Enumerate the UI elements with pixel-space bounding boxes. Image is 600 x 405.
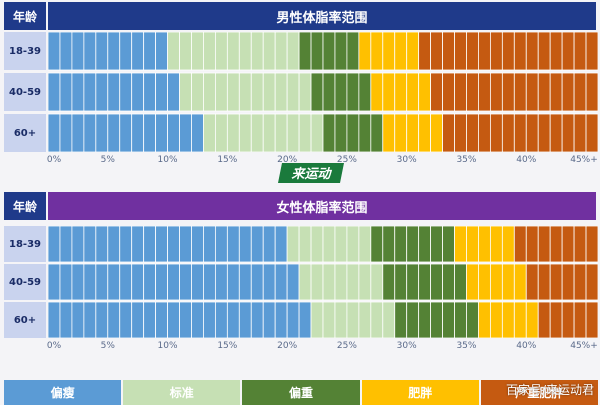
female-row-label-18-39: 18-39 xyxy=(4,226,46,262)
legend: 偏瘦 标准 偏重 肥胖 严重肥胖 xyxy=(4,380,599,405)
female-x-axis: 0% 5% 10% 15% 20% 25% 30% 35% 40% 45%+ xyxy=(46,341,598,353)
female-x-tick-label: 10% xyxy=(157,341,178,351)
female-x-tick-label: 20% xyxy=(277,341,298,351)
female-x-tick-label: 25% xyxy=(336,341,357,351)
male-header-row: 年龄 男性体脂率范围 xyxy=(4,2,598,30)
male-chart: 年龄 男性体脂率范围 18-39 40-59 60+ 0% 5% 10% 15% 20%… xyxy=(4,2,598,167)
legend-item-severely-obese: 严重肥胖 xyxy=(480,380,599,405)
female-x-tick-label: 45%+ xyxy=(570,341,598,351)
male-x-tick-label: 25% xyxy=(336,155,357,165)
male-plot-area xyxy=(48,32,598,152)
male-x-axis: 0% 5% 10% 15% 20% 25% 30% 35% 40% 45%+ xyxy=(46,155,598,167)
male-x-tick-label: 0% xyxy=(46,155,62,165)
male-chart-title: 男性体脂率范围 xyxy=(48,2,596,30)
male-x-tick-label: 5% xyxy=(100,155,115,165)
male-row-label-60plus: 60+ xyxy=(4,114,46,152)
legend-item-normal: 标准 xyxy=(123,380,241,405)
male-x-tick-label: 10% xyxy=(157,155,178,165)
female-x-tick-label: 35% xyxy=(456,341,477,351)
female-chart-title: 女性体脂率范围 xyxy=(48,192,596,220)
female-x-tick-label: 15% xyxy=(217,341,238,351)
legend-item-obese: 肥胖 xyxy=(361,380,479,405)
female-chart: 年龄 女性体脂率范围 18-39 40-59 60+ 0% 5% 10% 15% 20%… xyxy=(4,192,598,357)
legend-item-underweight: 偏瘦 xyxy=(4,380,122,405)
male-x-tick-label: 30% xyxy=(396,155,417,165)
svg-text:来运动: 来运动 xyxy=(291,166,332,182)
female-row-label-60plus: 60+ xyxy=(4,302,46,338)
male-x-tick-label: 40% xyxy=(516,155,537,165)
watermark: 百家号/来运动君 xyxy=(505,383,594,397)
female-age-header: 年龄 xyxy=(4,192,46,220)
male-x-tick-label: 35% xyxy=(456,155,477,165)
legend-item-overweight: 偏重 xyxy=(242,380,360,405)
male-x-tick-label: 45%+ xyxy=(570,155,598,165)
female-x-tick-label: 5% xyxy=(100,341,115,351)
lai-yundong-logo: 来运动 xyxy=(278,163,344,183)
female-plot-area xyxy=(48,226,598,338)
female-x-tick-label: 30% xyxy=(396,341,417,351)
male-row-label-40-59: 40-59 xyxy=(4,73,46,111)
male-x-tick-label: 15% xyxy=(217,155,238,165)
male-age-header: 年龄 xyxy=(4,2,46,30)
female-header-row: 年龄 女性体脂率范围 xyxy=(4,192,598,220)
female-row-label-40-59: 40-59 xyxy=(4,264,46,300)
male-x-tick-label: 20% xyxy=(277,155,298,165)
female-x-tick-label: 40% xyxy=(516,341,537,351)
female-x-tick-label: 0% xyxy=(46,341,62,351)
male-row-label-18-39: 18-39 xyxy=(4,32,46,70)
